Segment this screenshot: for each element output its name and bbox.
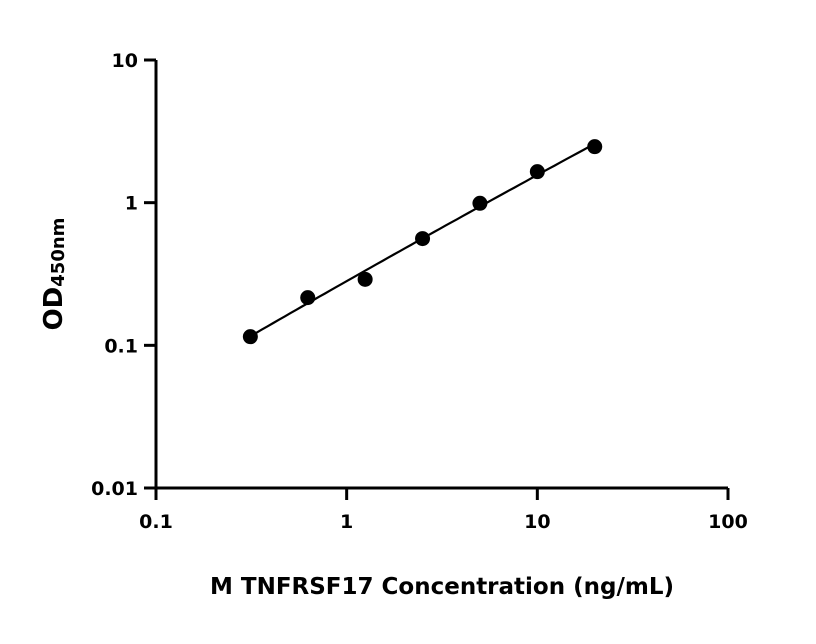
x-tick-label: 1	[340, 511, 353, 533]
y-tick-label: 10	[112, 50, 138, 72]
x-axis-label: M TNFRSF17 Concentration (ng/mL)	[210, 574, 674, 600]
data-point	[300, 290, 316, 306]
y-axis-label-main: OD	[39, 287, 69, 331]
y-tick-label: 1	[125, 193, 138, 215]
y-tick-label: 0.1	[104, 335, 138, 357]
axes	[144, 58, 730, 500]
x-tick-label: 0.1	[139, 511, 173, 533]
x-tick-label: 10	[524, 511, 550, 533]
y-axis-label: OD450nm	[39, 218, 69, 331]
y-tick-label: 0.01	[91, 478, 138, 500]
data-point	[529, 164, 545, 180]
x-tick-label: 100	[708, 511, 748, 533]
data-point	[242, 329, 258, 345]
data-point	[357, 271, 373, 287]
data-point	[587, 139, 603, 155]
data-point	[472, 195, 488, 211]
data-points	[242, 139, 603, 345]
data-point	[415, 231, 431, 247]
y-axis-label-sub: 450nm	[48, 218, 69, 287]
